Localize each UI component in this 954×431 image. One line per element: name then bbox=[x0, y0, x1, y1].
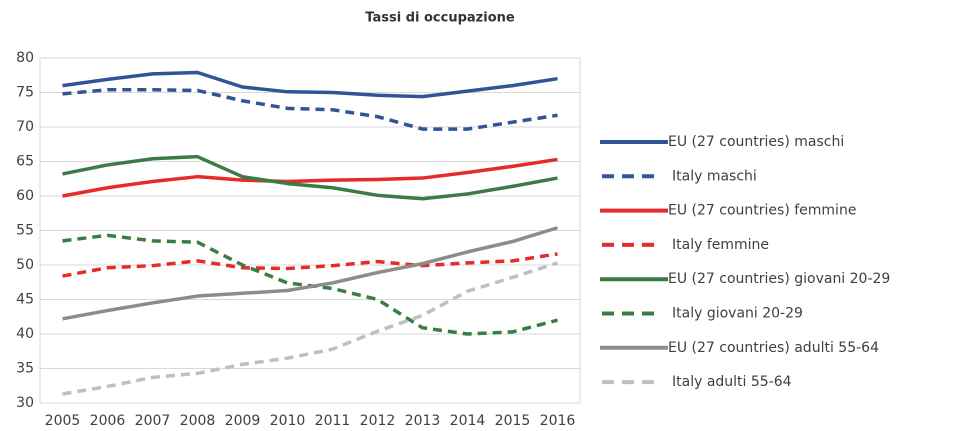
x-tick-label: 2011 bbox=[315, 413, 351, 429]
chart-title: Tassi di occupazione bbox=[365, 11, 515, 26]
y-tick-label: 30 bbox=[16, 395, 34, 411]
series-line bbox=[62, 87, 558, 131]
y-tick-label: 35 bbox=[16, 361, 34, 377]
x-tick-label: 2008 bbox=[180, 413, 216, 429]
legend-label: Italy giovani 20-29 bbox=[672, 306, 803, 322]
series-line bbox=[62, 252, 558, 278]
x-tick-label: 2014 bbox=[450, 413, 486, 429]
legend-label: Italy femmine bbox=[672, 237, 769, 253]
series-line bbox=[62, 157, 558, 198]
x-tick-label: 2009 bbox=[225, 413, 261, 429]
legend-label: EU (27 countries) adulti 55-64 bbox=[668, 340, 879, 356]
y-tick-label: 55 bbox=[16, 223, 34, 239]
x-tick-label: 2015 bbox=[495, 413, 531, 429]
legend-label: EU (27 countries) femmine bbox=[668, 203, 856, 219]
series-line bbox=[62, 154, 558, 201]
legend-label: EU (27 countries) maschi bbox=[668, 134, 844, 150]
x-tick-label: 2006 bbox=[90, 413, 126, 429]
series-line bbox=[62, 261, 559, 396]
y-tick-label: 65 bbox=[16, 154, 34, 170]
series-line bbox=[62, 70, 558, 99]
y-tick-label: 80 bbox=[16, 50, 34, 66]
legend-label: Italy maschi bbox=[672, 168, 757, 184]
x-tick-label: 2005 bbox=[45, 413, 81, 429]
legend-label: EU (27 countries) giovani 20-29 bbox=[668, 271, 890, 287]
x-tick-label: 2012 bbox=[360, 413, 396, 429]
y-tick-label: 70 bbox=[16, 119, 34, 135]
x-tick-label: 2016 bbox=[540, 413, 576, 429]
series-line bbox=[62, 226, 559, 321]
y-tick-label: 75 bbox=[16, 85, 34, 101]
x-tick-label: 2010 bbox=[270, 413, 306, 429]
x-tick-label: 2007 bbox=[135, 413, 171, 429]
y-tick-label: 60 bbox=[16, 188, 34, 204]
y-tick-label: 40 bbox=[16, 326, 34, 342]
x-tick-label: 2013 bbox=[405, 413, 441, 429]
legend-label: Italy adulti 55-64 bbox=[672, 374, 792, 390]
y-tick-label: 50 bbox=[16, 257, 34, 273]
y-tick-label: 45 bbox=[16, 292, 34, 308]
